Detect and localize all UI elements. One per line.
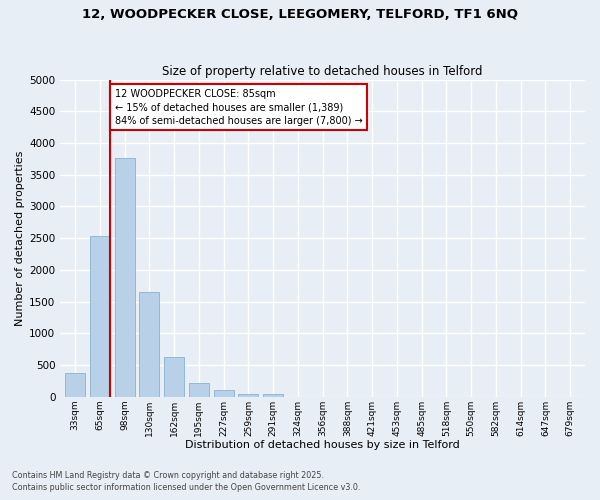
Bar — [238, 394, 258, 396]
Bar — [65, 373, 85, 396]
Text: 12, WOODPECKER CLOSE, LEEGOMERY, TELFORD, TF1 6NQ: 12, WOODPECKER CLOSE, LEEGOMERY, TELFORD… — [82, 8, 518, 20]
Bar — [115, 158, 134, 396]
Text: 12 WOODPECKER CLOSE: 85sqm
← 15% of detached houses are smaller (1,389)
84% of s: 12 WOODPECKER CLOSE: 85sqm ← 15% of deta… — [115, 89, 362, 126]
Bar — [214, 390, 233, 396]
Bar — [139, 292, 159, 397]
Bar — [164, 358, 184, 397]
Title: Size of property relative to detached houses in Telford: Size of property relative to detached ho… — [163, 66, 483, 78]
X-axis label: Distribution of detached houses by size in Telford: Distribution of detached houses by size … — [185, 440, 460, 450]
Bar — [90, 236, 110, 396]
Text: Contains HM Land Registry data © Crown copyright and database right 2025.
Contai: Contains HM Land Registry data © Crown c… — [12, 471, 361, 492]
Bar — [189, 382, 209, 396]
Bar — [263, 394, 283, 396]
Y-axis label: Number of detached properties: Number of detached properties — [15, 150, 25, 326]
